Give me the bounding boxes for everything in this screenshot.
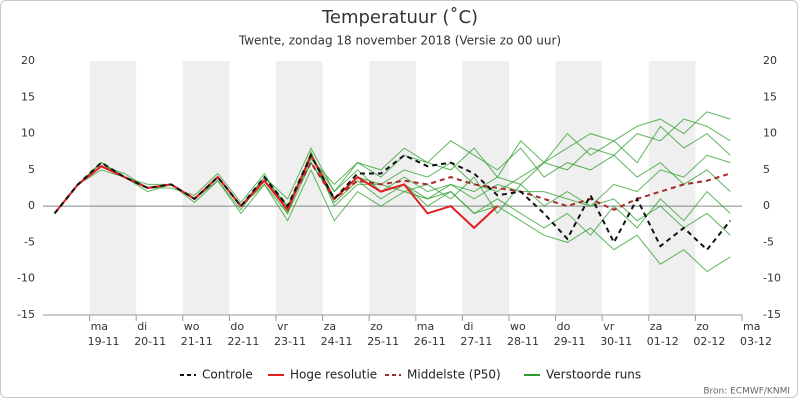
x-tick-label: wo — [510, 320, 526, 333]
y-tick-label: 0 — [28, 199, 35, 212]
y-tick-label: -5 — [24, 235, 35, 248]
y2-tick-label: 10 — [763, 127, 777, 140]
y2-tick-label: -5 — [763, 235, 774, 248]
x-tick-date: 30-11 — [600, 335, 632, 348]
x-tick-label: ma — [743, 320, 760, 333]
y2-tick-label: 15 — [763, 90, 777, 103]
x-tick-label: di — [463, 320, 473, 333]
day-band — [555, 61, 603, 315]
y-tick-label: -10 — [17, 272, 35, 285]
chart-title: Temperatuur (˚C) — [321, 7, 478, 28]
x-tick-date: 03-12 — [740, 335, 772, 348]
legend-label: Middelste (P50) — [407, 368, 501, 382]
x-tick-date: 22-11 — [227, 335, 259, 348]
x-tick-date: 29-11 — [554, 335, 586, 348]
x-tick-date: 02-12 — [693, 335, 725, 348]
x-tick-date: 25-11 — [367, 335, 399, 348]
x-tick-label: do — [230, 320, 244, 333]
source: Bron: ECMWF/KNMI — [703, 387, 790, 397]
day-band — [89, 61, 137, 315]
x-tick-date: 26-11 — [414, 335, 446, 348]
x-tick-date: 23-11 — [274, 335, 306, 348]
x-tick-date: 24-11 — [321, 335, 353, 348]
x-tick-label: ma — [417, 320, 434, 333]
y2-tick-label: 20 — [763, 54, 777, 67]
y2-tick-label: -15 — [763, 308, 781, 321]
x-tick-date: 19-11 — [88, 335, 120, 348]
chart-subtitle: Twente, zondag 18 november 2018 (Versie … — [238, 34, 561, 48]
x-tick-label: ma — [91, 320, 108, 333]
x-tick-label: za — [650, 320, 663, 333]
y-tick-label: -15 — [17, 308, 35, 321]
x-tick-date: 01-12 — [647, 335, 679, 348]
legend-label: Controle — [202, 368, 253, 382]
x-tick-label: vr — [277, 320, 289, 333]
y-tick-label: 5 — [28, 163, 35, 176]
x-tick-label: wo — [184, 320, 200, 333]
x-tick-label: do — [557, 320, 571, 333]
x-tick-date: 28-11 — [507, 335, 539, 348]
y2-tick-label: 0 — [763, 199, 770, 212]
x-tick-label: za — [324, 320, 337, 333]
legend-label: Hoge resolutie — [290, 368, 377, 382]
legend-label: Verstoorde runs — [546, 368, 641, 382]
x-tick-label: di — [137, 320, 147, 333]
x-tick-label: vr — [603, 320, 615, 333]
y-tick-label: 15 — [21, 90, 35, 103]
y-tick-label: 20 — [21, 54, 35, 67]
y2-tick-label: -10 — [763, 272, 781, 285]
x-tick-date: 21-11 — [181, 335, 213, 348]
y2-tick-label: 5 — [763, 163, 770, 176]
x-tick-label: zo — [370, 320, 383, 333]
y-tick-label: 10 — [21, 127, 35, 140]
x-tick-date: 27-11 — [460, 335, 492, 348]
x-tick-date: 20-11 — [134, 335, 166, 348]
x-tick-label: zo — [696, 320, 709, 333]
